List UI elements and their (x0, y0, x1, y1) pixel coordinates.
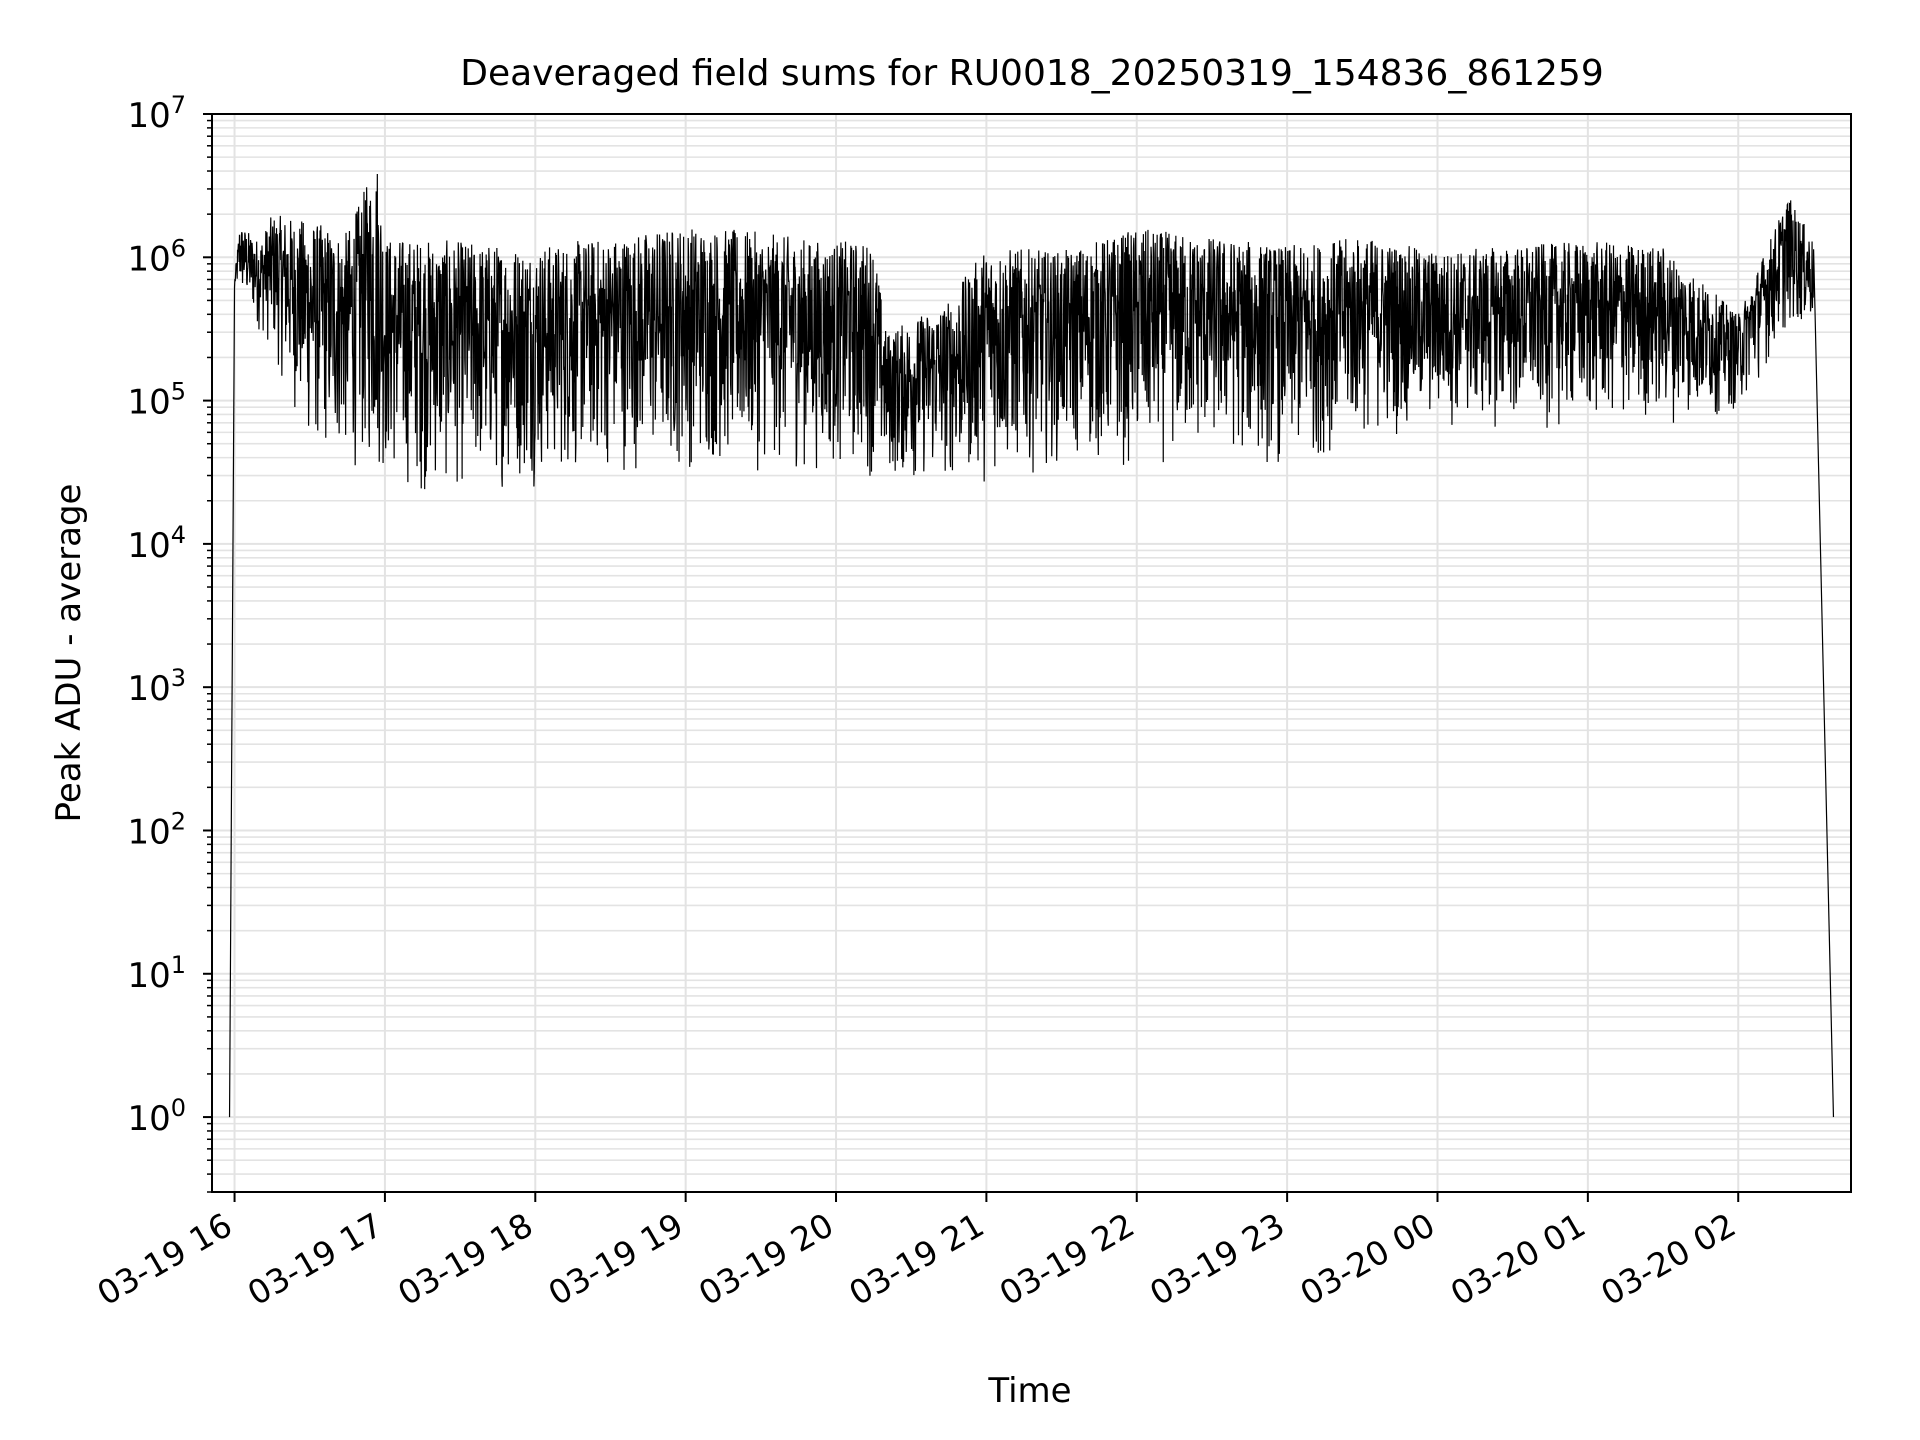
y-tick-label: 102 (127, 807, 186, 852)
y-tick-label: 107 (127, 91, 186, 136)
plot-frame (211, 113, 1852, 1193)
chart-title: Deaveraged field sums for RU0018_2025031… (460, 53, 1604, 94)
y-tick-label: 106 (127, 234, 186, 279)
series-layer (228, 174, 1835, 1118)
x-axis-label: Time (987, 1371, 1071, 1411)
y-tick-label: 103 (127, 664, 186, 709)
y-tick-label: 100 (127, 1094, 186, 1139)
y-tick-label: 105 (127, 378, 186, 423)
y-tick-label: 104 (127, 521, 186, 566)
series-line (228, 174, 1835, 1118)
y-tick-label: 101 (127, 951, 186, 996)
y-axis-label: Peak ADU - average (49, 484, 89, 823)
